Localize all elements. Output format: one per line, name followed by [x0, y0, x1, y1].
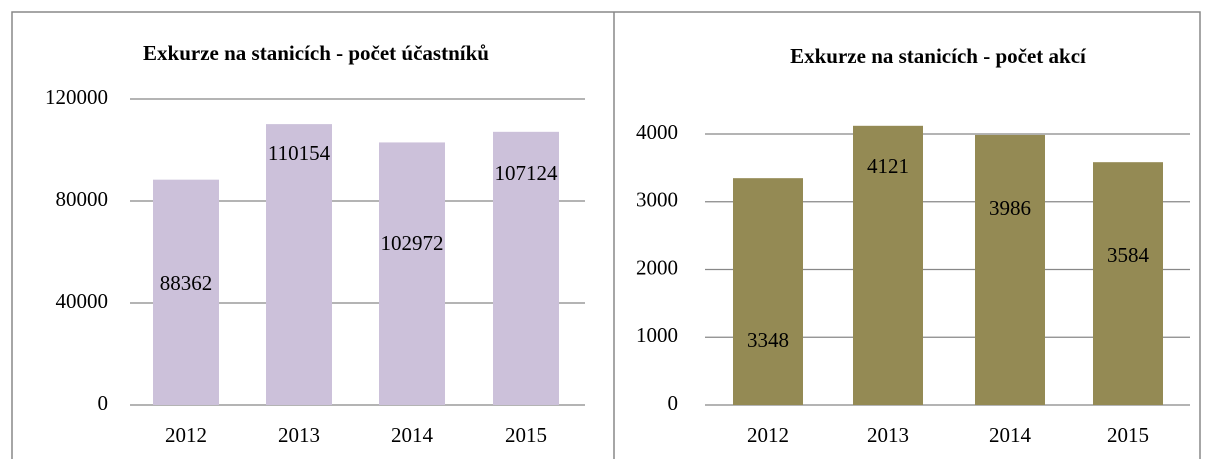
data-label: 107124: [495, 161, 559, 185]
y-tick-label: 0: [668, 391, 679, 415]
bar: [975, 134, 1045, 406]
y-tick-label: 40000: [56, 289, 109, 313]
data-label: 3584: [1107, 243, 1150, 267]
x-tick-label: 2013: [278, 423, 320, 447]
data-label: 88362: [160, 271, 213, 295]
chart-title: Exkurze na stanicích - počet akcí: [790, 44, 1087, 68]
x-tick-label: 2013: [867, 423, 909, 447]
bar: [153, 179, 219, 405]
y-tick-label: 2000: [636, 255, 678, 279]
y-tick-label: 1000: [636, 323, 678, 347]
y-tick-label: 3000: [636, 188, 678, 212]
x-tick-label: 2015: [1107, 423, 1149, 447]
data-label: 4121: [867, 154, 909, 178]
bar: [266, 124, 332, 405]
x-tick-label: 2012: [747, 423, 789, 447]
y-tick-label: 120000: [45, 85, 108, 109]
data-label: 110154: [268, 141, 331, 165]
chart-title: Exkurze na stanicích - počet účastníků: [143, 41, 489, 65]
y-tick-label: 80000: [56, 187, 109, 211]
frame: [11, 11, 1201, 459]
bar: [493, 131, 559, 405]
x-tick-label: 2015: [505, 423, 547, 447]
data-label: 3986: [989, 196, 1031, 220]
data-label: 3348: [747, 328, 789, 352]
bar: [379, 142, 445, 406]
y-tick-label: 4000: [636, 120, 678, 144]
data-label: 102972: [381, 231, 444, 255]
x-tick-label: 2014: [391, 423, 434, 447]
bar: [853, 125, 923, 405]
y-tick-label: 0: [98, 391, 109, 415]
bar: [1093, 162, 1163, 405]
x-tick-label: 2014: [989, 423, 1032, 447]
bar: [733, 178, 803, 405]
x-tick-label: 2012: [165, 423, 207, 447]
